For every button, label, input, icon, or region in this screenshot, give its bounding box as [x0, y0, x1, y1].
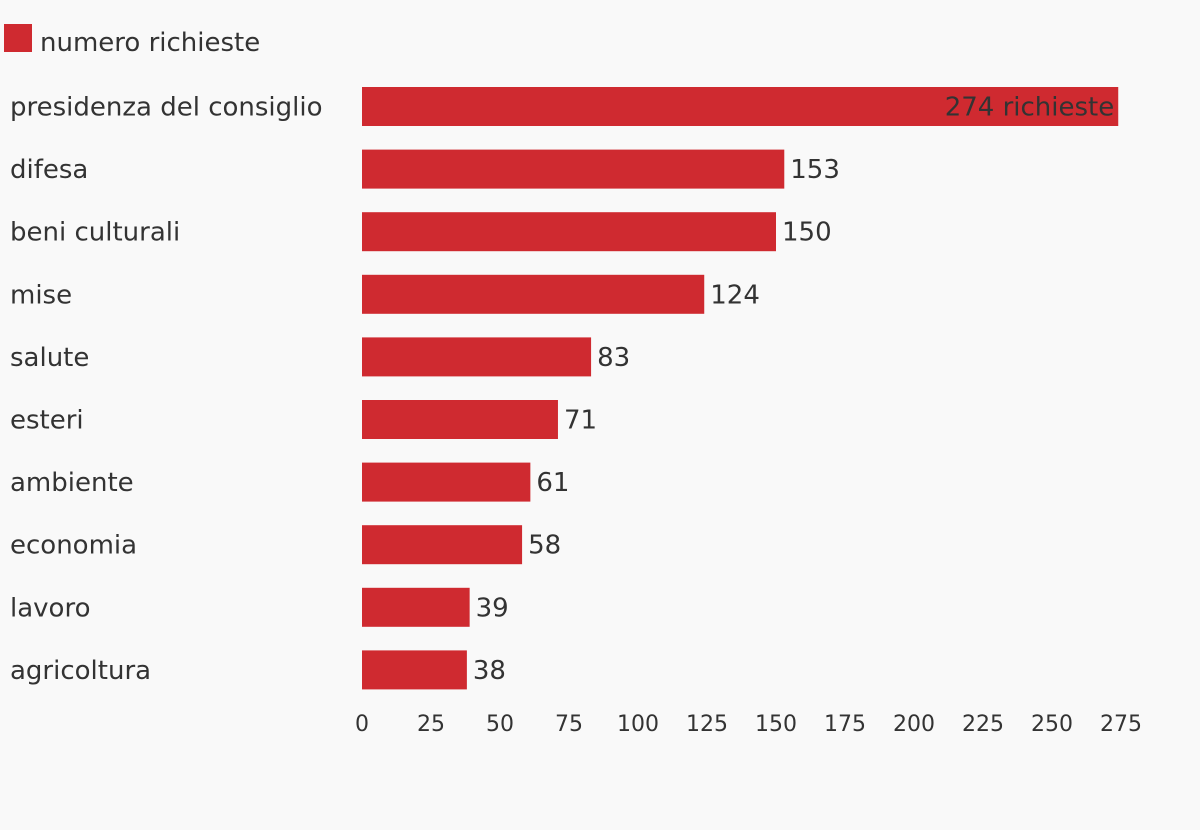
x-tick-label-25: 25: [417, 712, 445, 737]
category-label-lavoro: lavoro: [10, 593, 90, 623]
x-tick-label-275: 275: [1100, 712, 1142, 737]
x-tick-label-250: 250: [1031, 712, 1073, 737]
x-tick-label-200: 200: [893, 712, 935, 737]
bar-ambiente: [362, 462, 531, 502]
category-label-presidenza-del-consiglio: presidenza del consiglio: [10, 93, 323, 123]
category-label-salute: salute: [10, 343, 89, 373]
bar-beni-culturali: [362, 212, 776, 252]
value-label-agricoltura: 38: [473, 656, 506, 686]
x-tick-label-150: 150: [755, 712, 797, 737]
x-tick-label-0: 0: [355, 712, 369, 737]
value-label-difesa: 153: [790, 155, 840, 185]
x-axis: 0 25 50 75 100 125 150 175 200 225 250 275: [355, 712, 1142, 737]
value-label-ambiente: 61: [536, 468, 569, 498]
category-label-esteri: esteri: [10, 406, 84, 436]
value-label-mise: 124: [710, 280, 760, 310]
category-label-agricoltura: agricoltura: [10, 656, 151, 686]
bar-difesa: [362, 149, 785, 189]
bar-agricoltura: [362, 650, 467, 690]
x-tick-label-225: 225: [962, 712, 1004, 737]
bar-lavoro: [362, 587, 470, 627]
x-tick-label-50: 50: [486, 712, 514, 737]
value-label-esteri: 71: [564, 406, 597, 436]
value-label-presidenza-del-consiglio: 274 richieste: [945, 93, 1115, 123]
x-tick-label-175: 175: [824, 712, 866, 737]
category-label-difesa: difesa: [10, 155, 88, 185]
category-label-beni-culturali: beni culturali: [10, 218, 180, 248]
legend: numero richieste: [4, 24, 260, 58]
legend-label-numero-richieste: numero richieste: [40, 28, 260, 58]
value-label-economia: 58: [528, 531, 561, 561]
x-tick-label-75: 75: [555, 712, 583, 737]
x-tick-label-100: 100: [617, 712, 659, 737]
bar-esteri: [362, 400, 558, 439]
x-tick-label-125: 125: [686, 712, 728, 737]
bar-presidenza-del-consiglio: [362, 87, 1119, 126]
value-label-salute: 83: [597, 343, 630, 373]
bar-economia: [362, 525, 523, 565]
category-label-economia: economia: [10, 531, 137, 561]
bar-salute: [362, 337, 592, 377]
bar-mise: [362, 274, 705, 314]
plot-area: presidenza del consiglio 274 richieste dif…: [10, 87, 1119, 690]
category-label-ambiente: ambiente: [10, 468, 134, 498]
value-label-beni-culturali: 150: [782, 218, 832, 248]
category-label-mise: mise: [10, 280, 72, 310]
legend-swatch-numero-richieste: [4, 24, 32, 52]
value-label-lavoro: 39: [476, 593, 509, 623]
